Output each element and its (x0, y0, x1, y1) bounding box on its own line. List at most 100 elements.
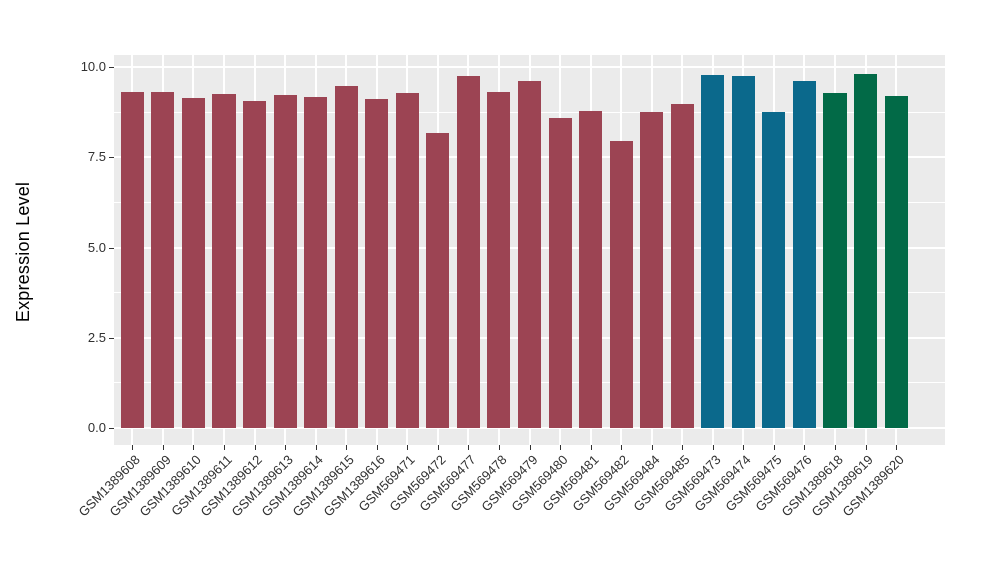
x-tick-label-text: GSM1389609 (106, 452, 174, 520)
x-tick-label-text: GSM1389618 (778, 452, 846, 520)
x-tick-label-text: GSM569476 (752, 452, 816, 515)
bar-GSM569476 (792, 80, 816, 428)
x-tick-label-text: GSM1389620 (839, 452, 907, 520)
x-tick-label-GSM569479: GSM569479 (370, 452, 540, 514)
x-tick-label-GSM569471: GSM569471 (247, 452, 418, 514)
y-tick-label: 5.0 (87, 239, 106, 255)
y-tick-label: 7.5 (87, 149, 106, 165)
x-tick-label-text: GSM569479 (477, 452, 541, 515)
x-tick-label-text: GSM1389614 (258, 452, 327, 520)
x-tick-mark (437, 445, 439, 450)
x-tick-label-GSM1389620: GSM1389620 (736, 452, 906, 519)
x-tick-mark (712, 445, 714, 450)
y-tick-label: 2.5 (87, 329, 106, 345)
x-tick-label-text: GSM569485 (630, 452, 693, 515)
x-tick-label-GSM569476: GSM569476 (644, 452, 815, 514)
bar-GSM569482 (609, 141, 633, 428)
x-tick-label-text: GSM569482 (569, 452, 632, 515)
x-tick-mark (223, 445, 225, 450)
x-tick-label-text: GSM569473 (661, 452, 724, 515)
y-tick-mark (109, 157, 114, 159)
bar-GSM1389618 (823, 93, 847, 428)
x-tick-label-GSM1389614: GSM1389614 (156, 452, 326, 519)
x-tick-label-text: GSM1389619 (808, 452, 877, 520)
x-tick-label-GSM569480: GSM569480 (400, 452, 570, 514)
x-tick-label-GSM1389618: GSM1389618 (675, 452, 845, 519)
x-tick-label-text: GSM1389608 (75, 452, 143, 520)
x-tick-label-text: GSM1389610 (136, 452, 205, 520)
bar-GSM1389616 (365, 98, 389, 428)
x-tick-label-GSM569481: GSM569481 (431, 452, 601, 514)
bar-GSM569472 (426, 132, 450, 428)
bar-GSM1389608 (120, 92, 144, 428)
x-tick-mark (865, 445, 867, 450)
x-tick-mark (743, 445, 745, 450)
bar-GSM569485 (670, 103, 694, 428)
x-tick-label-text: GSM569474 (691, 452, 754, 515)
x-tick-mark (804, 445, 806, 450)
x-tick-mark (896, 445, 898, 450)
x-tick-label-GSM569472: GSM569472 (278, 452, 448, 514)
x-tick-mark (132, 445, 134, 450)
x-tick-label-GSM569482: GSM569482 (461, 452, 632, 514)
bar-GSM569475 (762, 112, 786, 428)
x-tick-mark (590, 445, 592, 450)
bar-GSM569471 (395, 92, 419, 428)
y-tick-mark (109, 247, 114, 249)
x-tick-label-GSM1389610: GSM1389610 (33, 452, 204, 519)
x-tick-label-GSM569473: GSM569473 (553, 452, 723, 514)
x-tick-mark (376, 445, 378, 450)
bar-GSM569478 (487, 92, 511, 428)
bar-GSM569484 (640, 111, 664, 428)
x-tick-label-GSM1389609: GSM1389609 (3, 452, 173, 519)
y-tick-mark (109, 337, 114, 339)
x-tick-mark (682, 445, 684, 450)
x-tick-label-text: GSM1389611 (167, 452, 235, 519)
x-tick-label-text: GSM569477 (416, 452, 479, 515)
bar-GSM1389614 (304, 96, 328, 428)
x-tick-mark (407, 445, 409, 450)
x-tick-label-text: GSM569484 (600, 452, 663, 515)
x-tick-label-GSM569478: GSM569478 (339, 452, 509, 514)
bar-GSM1389610 (181, 98, 205, 428)
x-tick-label-text: GSM569472 (386, 452, 449, 515)
x-tick-label-GSM1389616: GSM1389616 (217, 452, 387, 519)
bar-GSM569473 (701, 74, 725, 428)
bar-GSM569481 (579, 111, 603, 428)
x-tick-label-text: GSM1389615 (289, 452, 357, 520)
x-tick-label-text: GSM1389612 (197, 452, 266, 520)
bar-GSM569477 (456, 75, 480, 428)
x-tick-label-GSM1389619: GSM1389619 (706, 452, 876, 519)
y-tick-mark (109, 427, 114, 429)
bar-GSM1389611 (212, 94, 236, 428)
x-tick-label-GSM569477: GSM569477 (308, 452, 479, 514)
y-tick-label: 0.0 (87, 419, 106, 435)
x-tick-label-GSM1389611: GSM1389611 (64, 452, 235, 519)
x-tick-label-text: GSM1389613 (228, 452, 296, 520)
bar-GSM569480 (548, 118, 572, 428)
bar-GSM1389620 (884, 96, 908, 428)
x-tick-label-GSM569484: GSM569484 (492, 452, 662, 514)
x-tick-label-text: GSM569475 (722, 452, 785, 515)
y-tick-mark (109, 67, 114, 69)
x-tick-mark (468, 445, 470, 450)
x-tick-mark (560, 445, 562, 450)
bar-GSM569479 (517, 81, 542, 428)
x-tick-mark (193, 445, 195, 450)
bar-GSM569474 (731, 75, 755, 428)
y-axis-title: Expression Level (13, 181, 33, 323)
x-tick-label-text: GSM1389616 (320, 452, 388, 520)
bar-GSM1389609 (151, 91, 175, 428)
x-tick-label-GSM569475: GSM569475 (614, 452, 784, 514)
bar-GSM1389613 (273, 95, 297, 428)
x-tick-mark (346, 445, 348, 450)
bar-GSM1389619 (854, 74, 878, 428)
plot-panel (114, 55, 945, 445)
x-tick-label-text: GSM569478 (447, 452, 510, 515)
x-tick-mark (285, 445, 287, 450)
x-tick-label-GSM1389608: GSM1389608 (0, 452, 143, 519)
x-tick-label-text: GSM569480 (508, 452, 571, 515)
x-tick-mark (621, 445, 623, 450)
x-tick-mark (315, 445, 317, 450)
